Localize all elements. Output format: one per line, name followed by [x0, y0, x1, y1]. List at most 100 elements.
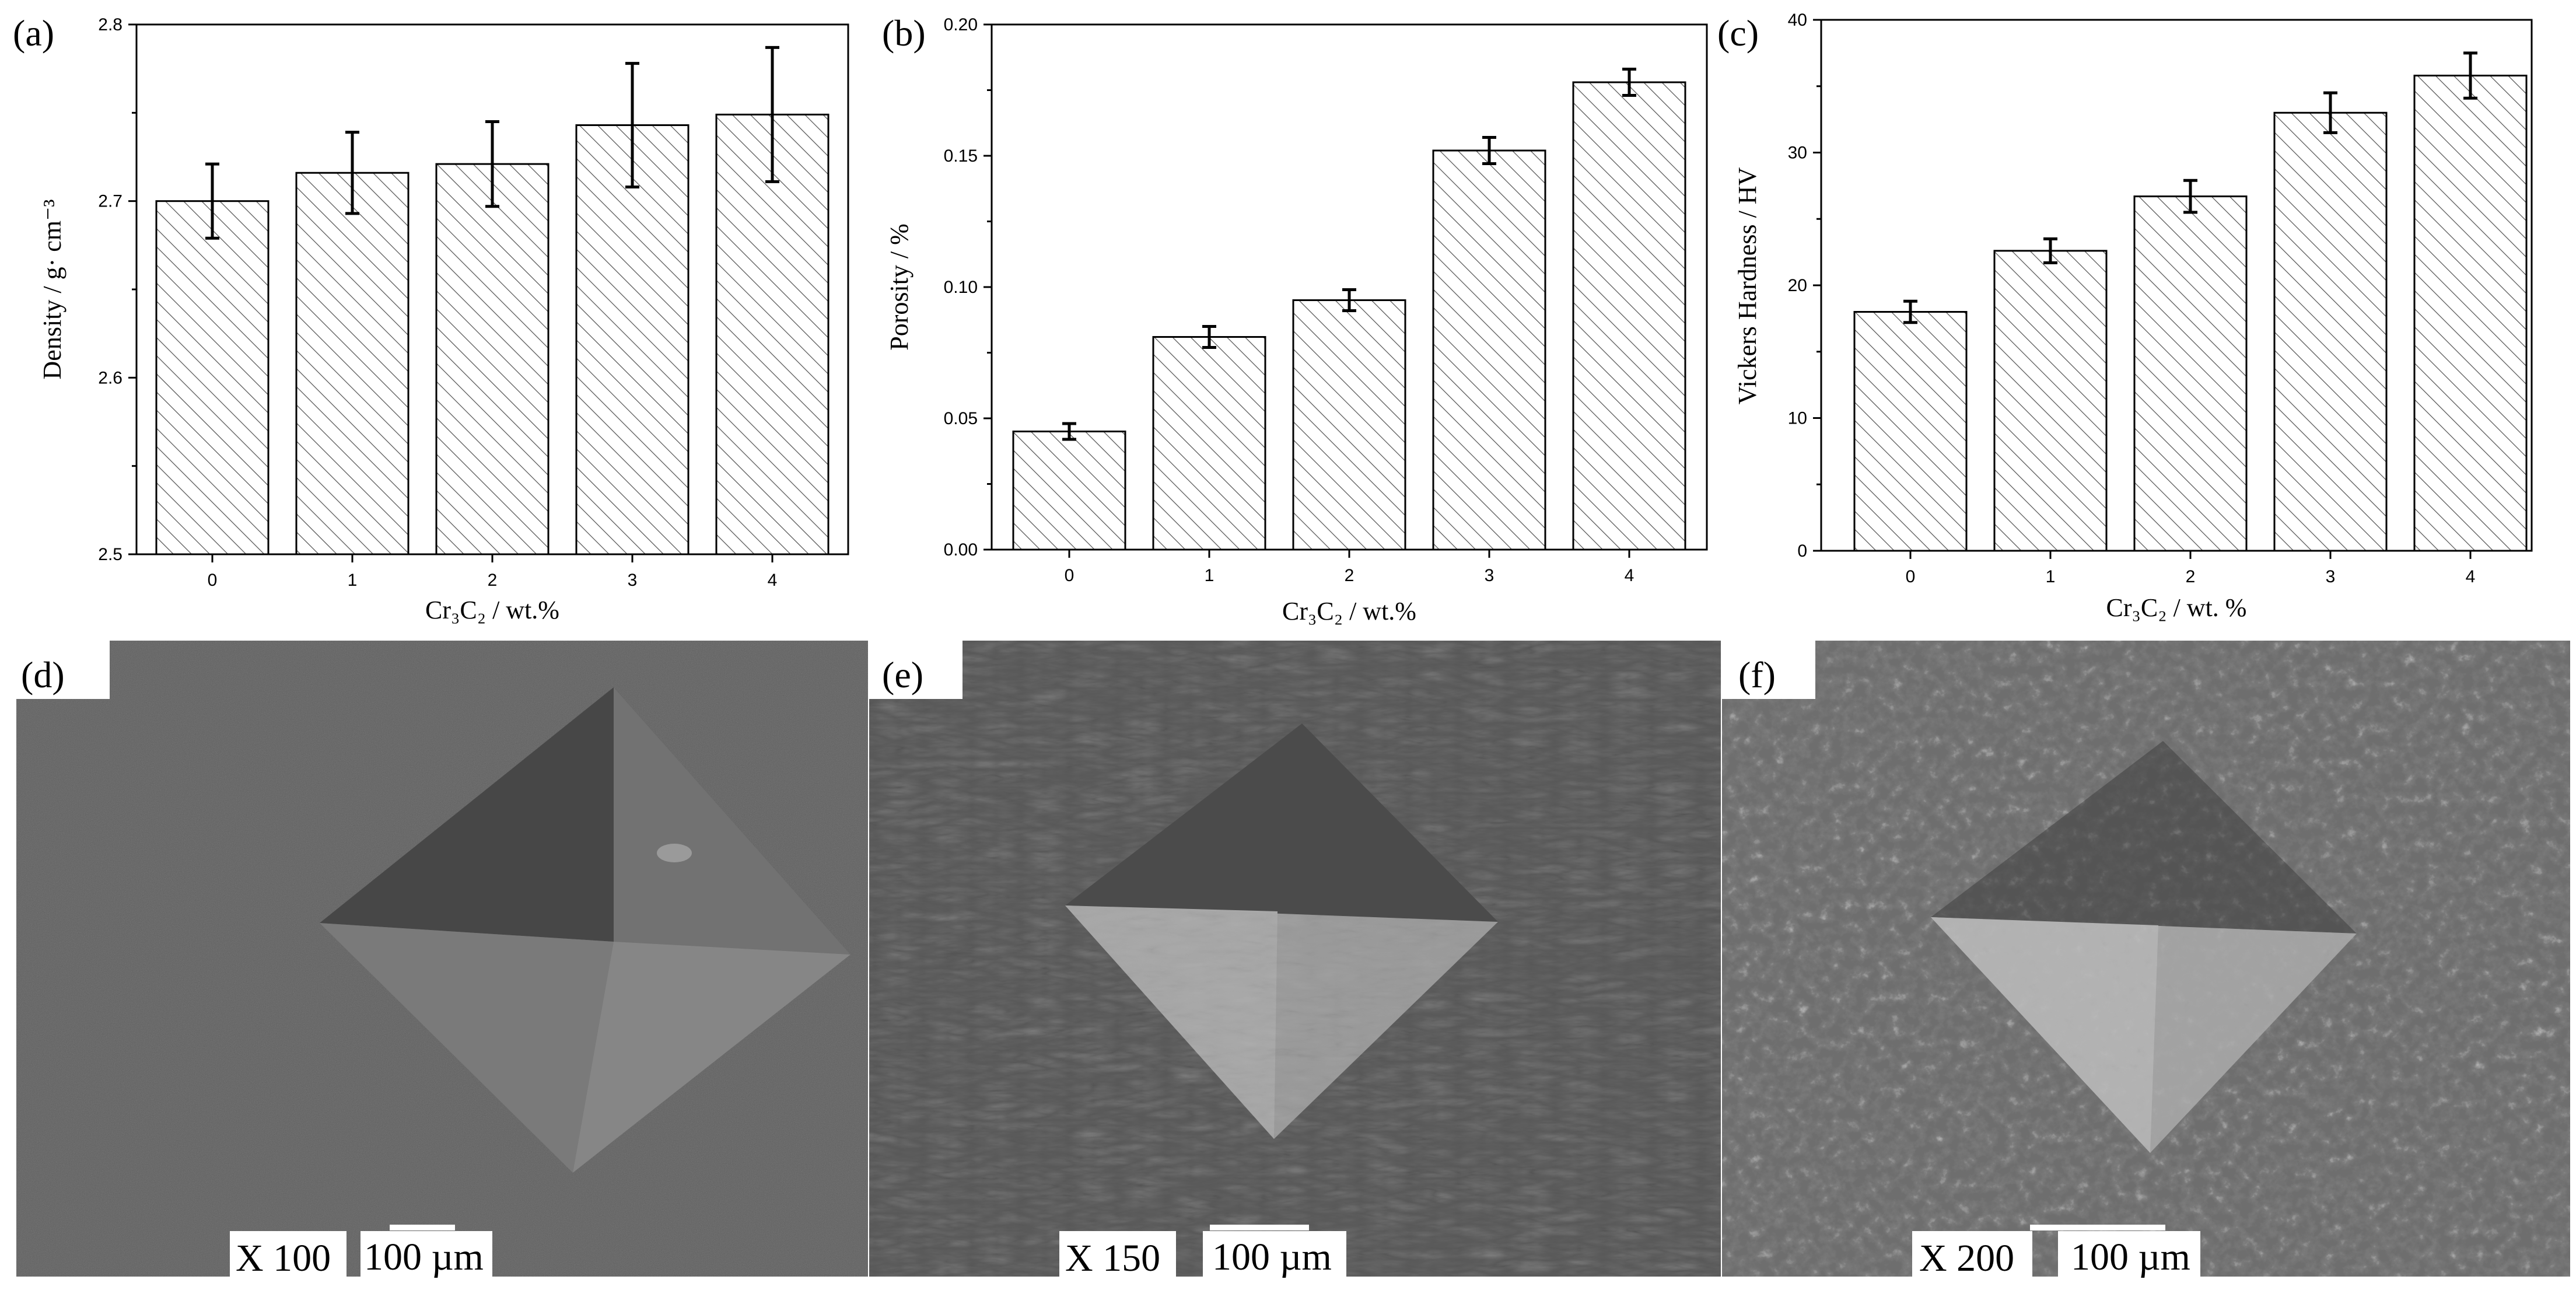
bar-a-0: [155, 200, 270, 555]
error-bar-a-3: [625, 62, 639, 188]
scale-box-f: [2058, 1231, 2200, 1277]
x-ticks-c: 0 1 2 3 4: [1906, 551, 2476, 586]
y-tick-label-b-0.15: 0.15: [944, 146, 978, 166]
x-ticks-b: 0 1 2 3 4: [1065, 550, 1634, 585]
x-tick-label-a-2: 2: [488, 571, 498, 590]
bar-b-4: [1572, 81, 1686, 551]
indent-face-right-d: [573, 942, 850, 1173]
magnification-f: X 200: [1919, 1237, 2014, 1279]
panel-label-a: (a): [13, 12, 54, 54]
error-bar-a-0: [205, 162, 219, 240]
chart-a: (a) 2.5 2.6 2.7 2.8 0 1 2 3 4 Density / g· cm⁻³…: [13, 12, 849, 624]
y-tick-label-a-2.8: 2.8: [98, 15, 123, 34]
panel-label-b: (b): [882, 12, 926, 54]
x-tick-label-c-3: 3: [2326, 567, 2336, 586]
x-tick-label-b-3: 3: [1485, 566, 1494, 585]
y-tick-label-c-40: 40: [1788, 11, 1807, 30]
bars-a: [155, 46, 830, 555]
mag-box-d: [230, 1231, 346, 1277]
y-axis-label-a: Density / g· cm⁻³: [38, 200, 66, 380]
panel-label-e: (e): [882, 654, 923, 695]
y-tick-label-c-20: 20: [1788, 276, 1807, 295]
bar-b-3: [1432, 149, 1546, 551]
panel-label-box-e: [869, 641, 963, 699]
bar-a-3: [575, 124, 690, 555]
scale-label-d: 100 µm: [364, 1236, 484, 1278]
y-ticks-a: 2.5 2.6 2.7 2.8: [98, 15, 136, 564]
x-axis-label-b: Cr₃C₂ / wt.%: [1282, 597, 1416, 625]
mag-box-e: [1059, 1231, 1176, 1277]
chart-b: (b) 0.00 0.05 0.10 0.15 0.20 0 1 2 3 4 Porosity …: [882, 12, 1708, 625]
error-bar-c-2: [2183, 179, 2197, 214]
error-bar-c-4: [2463, 51, 2477, 100]
error-bar-c-1: [2043, 237, 2057, 264]
y-tick-label-a-2.5: 2.5: [98, 545, 123, 564]
x-axis-label-a: Cr₃C₂ / wt.%: [425, 596, 559, 624]
magnification-d: X 100: [236, 1237, 331, 1279]
x-tick-label-b-2: 2: [1345, 566, 1354, 585]
scale-label-e: 100 µm: [1212, 1236, 1332, 1278]
bar-a-2: [435, 163, 550, 555]
y-tick-label-b-0.05: 0.05: [944, 409, 978, 428]
error-bar-b-1: [1202, 325, 1216, 349]
y-tick-label-b-0.00: 0.00: [944, 540, 978, 560]
error-bar-c-3: [2323, 91, 2337, 134]
x-tick-label-c-4: 4: [2466, 567, 2476, 586]
error-bar-b-2: [1342, 288, 1356, 312]
y-tick-label-c-10: 10: [1788, 409, 1807, 428]
bar-b-2: [1292, 299, 1406, 551]
x-tick-label-c-0: 0: [1906, 567, 1916, 586]
debris-particle-d: [657, 844, 692, 862]
sem-image-e: (e) X 150 100 µm: [869, 641, 1721, 1279]
x-tick-label-b-0: 0: [1065, 566, 1074, 585]
x-ticks-a: 0 1 2 3 4: [208, 554, 778, 590]
y-tick-label-c-30: 30: [1788, 144, 1807, 163]
bar-c-3: [2273, 111, 2388, 552]
bar-c-0: [1853, 311, 1968, 552]
x-tick-label-b-1: 1: [1205, 566, 1214, 585]
bar-a-1: [295, 172, 410, 555]
bar-c-2: [2133, 195, 2248, 552]
magnification-e: X 150: [1065, 1237, 1160, 1279]
scale-box-d: [360, 1231, 492, 1277]
panel-label-box-f: [1722, 641, 1815, 699]
x-tick-label-b-4: 4: [1625, 566, 1634, 585]
x-tick-label-c-1: 1: [2046, 567, 2056, 586]
error-bar-a-2: [485, 120, 499, 208]
carbide-particles-f: [1722, 641, 2570, 1277]
y-tick-label-b-0.10: 0.10: [944, 278, 978, 297]
error-bar-c-0: [1903, 299, 1917, 324]
y-axis-label-c: Vickers Hardness / HV: [1733, 167, 1762, 404]
x-tick-label-c-2: 2: [2186, 567, 2196, 586]
x-tick-label-a-0: 0: [208, 571, 218, 590]
bar-b-1: [1152, 336, 1266, 551]
scale-box-e: [1203, 1231, 1346, 1277]
x-axis-label-c: Cr₃C₂ / wt. %: [2106, 593, 2247, 622]
mag-box-f: [1912, 1231, 2032, 1277]
y-ticks-c: 0 10 20 30 40: [1788, 11, 1821, 561]
error-bar-b-0: [1062, 422, 1076, 441]
y-axis-label-b: Porosity / %: [885, 223, 914, 351]
y-tick-label-a-2.7: 2.7: [98, 192, 123, 211]
indent-face-left-d: [320, 923, 614, 1173]
bars-c: [1853, 51, 2528, 552]
x-tick-label-a-4: 4: [768, 571, 778, 590]
scale-label-f: 100 µm: [2071, 1236, 2190, 1278]
y-tick-label-b-0.20: 0.20: [944, 15, 978, 34]
indent-face-top-e: [1065, 723, 1498, 922]
panel-label-c: (c): [1717, 12, 1759, 54]
error-bar-b-4: [1622, 68, 1636, 97]
indent-face-right-top-d: [614, 687, 850, 955]
x-tick-label-a-1: 1: [348, 571, 358, 590]
y-ticks-b: 0.00 0.05 0.10 0.15 0.20: [944, 15, 992, 560]
bars-b: [1012, 68, 1686, 551]
panel-label-box-d: [16, 641, 110, 699]
x-tick-label-a-3: 3: [628, 571, 638, 590]
y-tick-label-c-0: 0: [1797, 541, 1807, 561]
error-bar-b-3: [1482, 136, 1496, 165]
chart-c: (c) 0 10 20 30 40 0 1 2 3 4 Vickers Hardness / H…: [1717, 11, 2533, 622]
bar-c-4: [2413, 75, 2528, 552]
panel-label-d: (d): [21, 654, 65, 695]
sem-image-d: (d) X 100 100 µm: [16, 641, 868, 1279]
bar-b-0: [1012, 431, 1126, 551]
